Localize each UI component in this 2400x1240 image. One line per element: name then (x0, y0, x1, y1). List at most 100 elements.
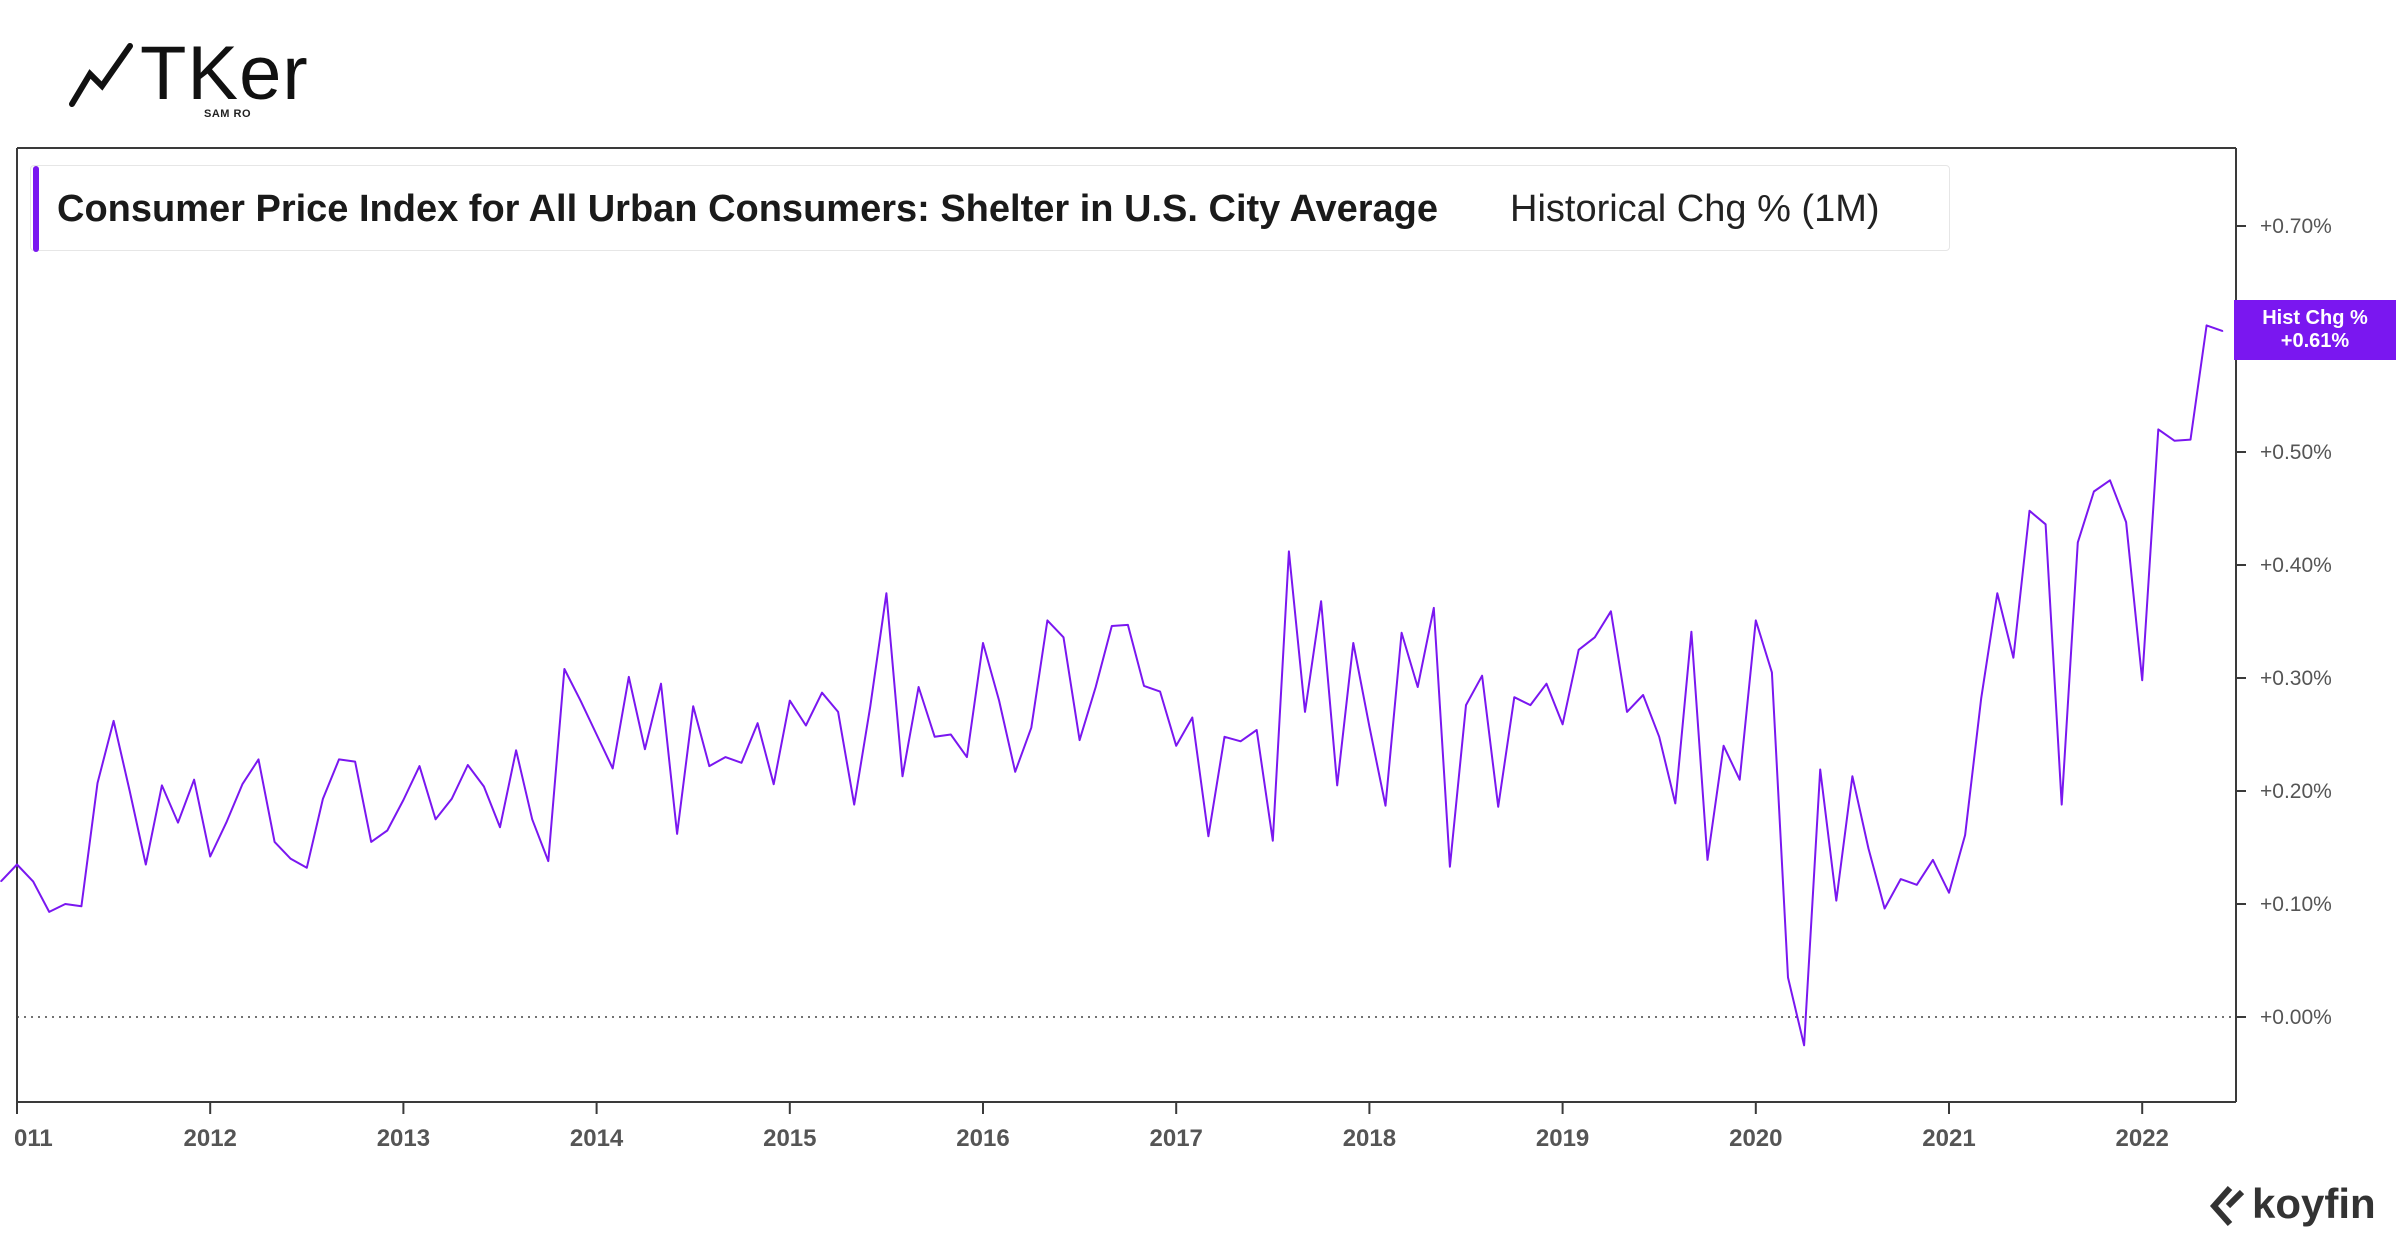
data-point (16, 863, 18, 866)
data-point (48, 911, 50, 913)
data-point (2012, 657, 2014, 659)
data-point (1336, 784, 1338, 786)
data-point (821, 692, 823, 694)
x-tick-label: 2014 (570, 1125, 624, 1152)
data-point (1867, 848, 1870, 850)
data-point (418, 765, 421, 767)
data-point (773, 783, 775, 785)
x-tick-label: 2019 (1536, 1125, 1589, 1152)
data-point (1159, 690, 1161, 693)
data-point (1819, 768, 1821, 771)
y-tick-label: +0.10% (2260, 893, 2332, 916)
data-point (241, 783, 243, 785)
data-point (1320, 600, 1322, 602)
data-point (257, 758, 260, 760)
data-point (161, 784, 163, 786)
data-point (789, 700, 791, 702)
koyfin-logo-icon (2209, 1186, 2245, 1226)
data-point (1240, 740, 1242, 742)
data-point (885, 592, 888, 594)
data-point (1207, 835, 1209, 837)
data-point (1771, 671, 1773, 673)
data-point (499, 826, 501, 828)
data-point (1111, 625, 1113, 627)
data-point (934, 736, 936, 738)
data-point (483, 785, 485, 788)
data-point (1465, 704, 1467, 706)
x-tick-label: 2022 (2116, 1125, 2169, 1152)
data-point (1304, 711, 1306, 713)
data-point (579, 700, 582, 702)
data-point (628, 676, 630, 678)
series-line (0, 324, 2224, 1047)
data-point (177, 822, 179, 824)
x-tick-label: 2013 (377, 1125, 430, 1152)
data-point (2028, 510, 2031, 512)
data-point (193, 779, 195, 781)
data-point (1417, 686, 1419, 688)
data-point (338, 758, 340, 760)
data-point (612, 767, 614, 770)
data-point (531, 818, 533, 820)
data-point (1143, 685, 1145, 687)
x-tick-label: 2012 (184, 1125, 237, 1152)
data-point (290, 858, 292, 860)
data-point (1610, 610, 1612, 612)
data-point (1079, 739, 1081, 741)
y-tick-label: +0.00% (2260, 1006, 2332, 1029)
legend-color-swatch (33, 166, 39, 252)
data-point (918, 686, 920, 688)
data-point (2206, 324, 2208, 327)
data-point (1513, 696, 1515, 698)
data-point (1964, 834, 1966, 836)
data-point (1030, 727, 1032, 729)
data-point (1288, 550, 1290, 553)
logo-text: TKer (140, 31, 309, 116)
y-tick-label: +0.30% (2260, 667, 2332, 690)
chart-legend: Consumer Price Index for All Urban Consu… (30, 165, 1950, 252)
chart-title: Consumer Price Index for All Urban Consu… (57, 188, 1439, 230)
data-point (1948, 892, 1950, 894)
data-point (740, 762, 743, 764)
series-group (0, 324, 2224, 1047)
data-point (1578, 649, 1580, 651)
last-value-number: +0.61% (2280, 330, 2350, 352)
data-point (64, 903, 66, 905)
data-point (2157, 428, 2159, 430)
data-point (1256, 729, 1258, 731)
data-point (1803, 1044, 1805, 1046)
last-value-tag: Hist Chg % +0.61% (2234, 300, 2396, 360)
data-point (1545, 683, 1548, 685)
data-point (1851, 775, 1853, 777)
data-point (1642, 694, 1644, 696)
y-tick-label: +0.40% (2260, 554, 2332, 577)
x-tick-label: 2021 (1922, 1125, 1975, 1152)
data-point (2189, 438, 2192, 441)
data-point (982, 642, 984, 644)
data-point (1594, 636, 1596, 638)
data-point (1706, 859, 1709, 861)
data-point (2125, 521, 2127, 523)
data-point (676, 833, 678, 835)
data-point (274, 841, 276, 843)
y-tick-label: +0.20% (2260, 780, 2332, 803)
data-point (805, 724, 807, 727)
x-tick-label: 2015 (763, 1125, 816, 1152)
data-point (1497, 806, 1499, 808)
data-point (2141, 679, 2143, 681)
koyfin-watermark: koyfin (2208, 1180, 2388, 1228)
data-point (1723, 745, 1725, 747)
data-point (306, 867, 308, 869)
data-point (2077, 541, 2079, 544)
data-point (1175, 745, 1177, 747)
data-point (1626, 711, 1628, 713)
data-point (1562, 723, 1564, 725)
data-point (1449, 866, 1451, 868)
data-point (113, 720, 115, 722)
x-tick-label: 2017 (1150, 1125, 1203, 1152)
data-point (1272, 840, 1274, 842)
data-point (96, 782, 99, 784)
data-point (80, 905, 82, 907)
data-point (869, 705, 871, 707)
data-point (901, 775, 904, 777)
